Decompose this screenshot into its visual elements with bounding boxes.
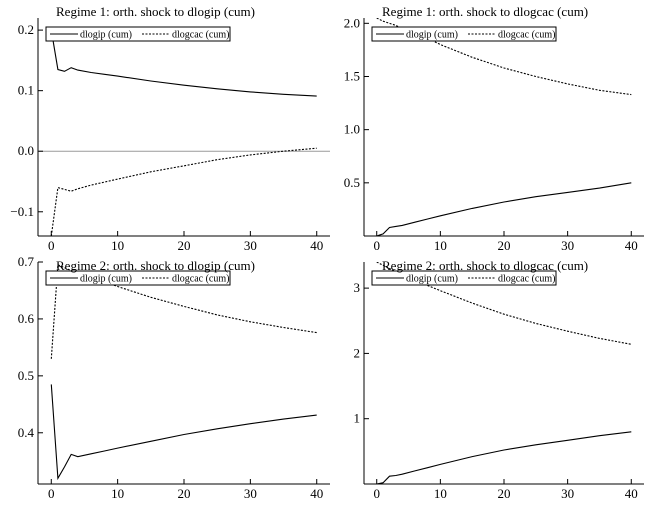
legend-label: dlogip (cum)	[80, 30, 132, 41]
x-tick-label: 20	[498, 238, 511, 253]
series-line-dlogip-cum	[50, 384, 317, 481]
legend-label: dlogip (cum)	[80, 274, 132, 285]
y-tick-label: 2	[354, 345, 361, 360]
series-line-dlogcac-cum	[376, 18, 632, 96]
legend-label: dlogcac (cum)	[172, 30, 229, 41]
series-line-dlogcac-cum	[376, 262, 632, 345]
chart-panel-1: 0 10 20 30 40 −0.1 0.0 0.1 0.2 dlogip (cum) dlogca…	[10, 4, 330, 253]
y-tick-label: 0.0	[18, 143, 34, 158]
legend-box	[371, 26, 557, 42]
x-tick-label: 30	[244, 238, 257, 253]
y-tick-label: 0.6	[18, 311, 35, 326]
y-tick-label: 1.0	[344, 122, 360, 137]
chart-title: Regime 1: orth. shock to dlogcac (cum)	[382, 4, 588, 19]
legend: dlogip (cum) dlogcac (cum)	[45, 26, 231, 42]
x-tick-label: 0	[373, 486, 380, 501]
y-tick-label: 0.7	[18, 254, 35, 269]
chart-panel-2: 0 10 20 30 40 0.5 1.0 1.5 2.0 dlogip (cum) dlogcac…	[344, 4, 644, 253]
x-tick-label: 20	[498, 486, 511, 501]
chart-title: Regime 2: orth. shock to dlogip (cum)	[56, 258, 255, 273]
x-tick-label: 10	[434, 486, 447, 501]
x-tick-label: 40	[625, 238, 638, 253]
y-tick-label: 1.5	[344, 68, 360, 83]
legend-box	[45, 270, 231, 286]
chart-title: Regime 2: orth. shock to dlogcac (cum)	[382, 258, 588, 273]
y-tick-label: 0.2	[18, 22, 34, 37]
x-tick-label: 0	[48, 238, 55, 253]
legend-label: dlogip (cum)	[406, 30, 458, 41]
legend-box	[371, 270, 557, 286]
x-tick-label: 30	[244, 486, 257, 501]
y-tick-label: 0.4	[18, 425, 35, 440]
x-tick-label: 20	[178, 238, 191, 253]
legend-box	[45, 26, 231, 42]
y-tick-label: 2.0	[344, 15, 360, 30]
series-line-dlogcac-cum	[50, 147, 317, 236]
legend: dlogip (cum) dlogcac (cum)	[371, 26, 557, 42]
x-tick-label: 30	[561, 238, 574, 253]
chart-title: Regime 1: orth. shock to dlogip (cum)	[56, 4, 255, 19]
x-tick-label: 40	[625, 486, 638, 501]
x-tick-label: 10	[111, 238, 124, 253]
y-tick-label: 0.5	[344, 175, 360, 190]
chart-panel-3: 0 10 20 30 40 0.4 0.5 0.6 0.7 dlogip (cum) dlogcac…	[18, 254, 330, 501]
x-tick-label: 0	[373, 238, 380, 253]
series-line-dlogip-cum	[376, 182, 632, 236]
x-tick-label: 40	[310, 486, 323, 501]
legend-label: dlogcac (cum)	[498, 30, 555, 41]
legend-label: dlogcac (cum)	[498, 274, 555, 285]
y-tick-label: 1	[354, 411, 361, 426]
legend: dlogip (cum) dlogcac (cum)	[45, 270, 231, 286]
chart-panel-4: 0 10 20 30 40 1 2 3 dlogip (cum) dlogcac (cum)Reg…	[354, 258, 644, 501]
series-line-dlogip-cum	[50, 30, 317, 97]
y-tick-label: 0.5	[18, 368, 34, 383]
x-tick-label: 20	[178, 486, 191, 501]
x-tick-label: 10	[111, 486, 124, 501]
y-tick-label: 0.1	[18, 83, 34, 98]
x-tick-label: 30	[561, 486, 574, 501]
x-tick-label: 10	[434, 238, 447, 253]
series-line-dlogip-cum	[376, 431, 632, 484]
x-tick-label: 0	[48, 486, 55, 501]
x-tick-label: 40	[310, 238, 323, 253]
legend-label: dlogcac (cum)	[172, 274, 229, 285]
y-tick-label: 3	[354, 280, 361, 295]
y-tick-label: −0.1	[10, 204, 34, 219]
legend: dlogip (cum) dlogcac (cum)	[371, 270, 557, 286]
legend-label: dlogip (cum)	[406, 274, 458, 285]
